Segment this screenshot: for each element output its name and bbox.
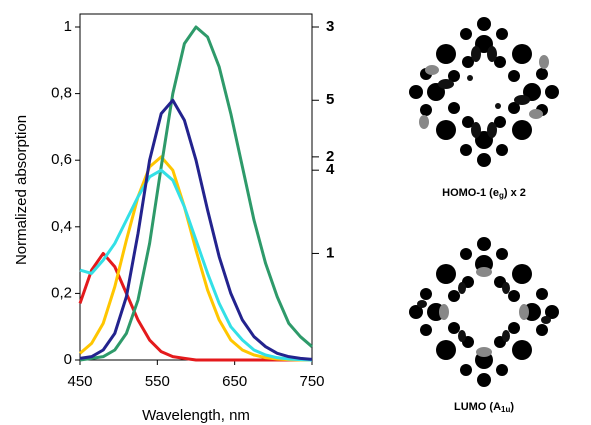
y-tick-label: 0,6 [51,151,72,168]
y-tick-label: 0,8 [51,85,72,102]
caption-text: LUMO (A [454,401,501,413]
series-line [79,155,312,362]
series-label: 3 [326,18,334,35]
x-tick-label: 750 [299,373,324,390]
series-line [79,168,313,362]
plot-frame [79,13,313,361]
series-label: 1 [326,244,334,261]
caption-text: HOMO-1 (e [442,187,499,199]
y-axis-label: Normalized absorption [13,115,30,265]
molecule-homo [409,17,559,167]
series-line [78,251,312,362]
caption-suffix: ) x 2 [504,187,526,199]
y-tick-label: 0 [64,351,72,368]
series-label: 5 [326,91,334,108]
caption-lumo: LUMO (A1u) [454,401,514,414]
y-tick-label: 1 [64,18,72,35]
x-tick-label: 450 [67,373,92,390]
x-tick-label: 550 [145,373,170,390]
caption-homo: HOMO-1 (eg) x 2 [442,187,526,200]
caption-sub: 1u [501,405,510,414]
caption-sub: g [499,191,504,200]
y-tick-label: 0,4 [51,218,72,235]
series-label: 4 [326,161,335,178]
y-tick-label: 0,2 [51,284,72,301]
x-axis-label: Wavelength, nm [142,407,250,424]
caption-suffix: ) [510,401,514,413]
series-line [79,98,313,361]
series-label: 2 [326,148,334,165]
x-tick-label: 650 [222,373,247,390]
molecule-lumo [409,237,559,387]
series-line [79,25,313,362]
